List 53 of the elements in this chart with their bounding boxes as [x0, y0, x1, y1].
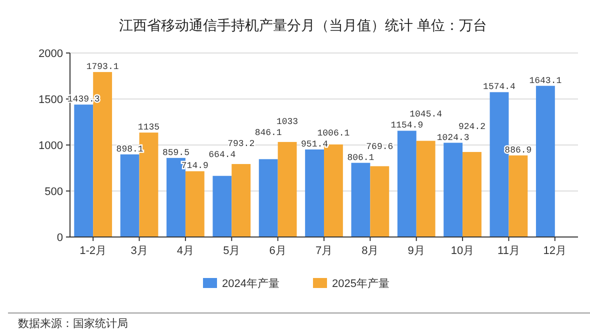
- y-tick-label: 0: [56, 232, 63, 244]
- x-tick-label: 1-2月: [80, 245, 107, 257]
- y-tick-label: 1000: [38, 140, 63, 152]
- bar: [444, 142, 463, 237]
- data-label: 793.2: [228, 139, 255, 150]
- chart-title: 江西省移动通信手持机产量分月（当月值）统计 单位：万台: [119, 17, 487, 33]
- data-label: 859.5: [162, 148, 190, 158]
- x-tick-label: 6月: [269, 245, 286, 257]
- data-label: 1006.1: [317, 128, 350, 138]
- data-label: 1024.3: [436, 132, 470, 143]
- y-tick-label: 1500: [38, 94, 63, 106]
- data-label: 1643.1: [529, 76, 562, 86]
- bar: [397, 130, 416, 237]
- x-tick-label: 5月: [223, 245, 240, 257]
- x-tick-label: 12月: [543, 245, 567, 257]
- data-label: 1574.4: [483, 82, 516, 92]
- x-tick-label: 10月: [450, 245, 474, 257]
- bar: [416, 140, 436, 237]
- data-label: 924.2: [458, 122, 486, 132]
- data-label: 1045.4: [410, 110, 442, 120]
- bar: [305, 149, 324, 237]
- data-label: 846.1: [254, 128, 282, 138]
- bar: [212, 176, 232, 237]
- bar: [370, 166, 390, 237]
- data-label: 951.4: [301, 139, 328, 150]
- data-label: 769.6: [366, 142, 394, 152]
- bar: [120, 154, 140, 237]
- legend-label: 2024年产量: [222, 276, 280, 290]
- data-label: 806.1: [347, 152, 374, 163]
- bar: [185, 171, 204, 237]
- bar: [351, 162, 370, 237]
- y-tick-label: 2000: [38, 48, 63, 60]
- data-label: 1154.9: [390, 120, 424, 131]
- bar: [74, 104, 94, 237]
- bar: [508, 155, 528, 237]
- bar: [536, 86, 555, 237]
- bar: [258, 159, 278, 237]
- x-tick-label: 9月: [408, 245, 425, 257]
- x-tick-label: 3月: [130, 245, 148, 257]
- x-tick-label: 4月: [176, 245, 194, 257]
- x-tick-label: 8月: [362, 245, 379, 257]
- legend-label: 2025年产量: [332, 276, 390, 290]
- data-label: 664.4: [208, 150, 236, 160]
- y-tick-label: 500: [44, 186, 63, 198]
- bar: [278, 142, 297, 237]
- bar: [462, 152, 482, 237]
- x-tick-label: 11月: [498, 245, 520, 257]
- source-note: 数据来源：国家统计局: [18, 317, 128, 330]
- data-label: 1135: [138, 122, 160, 133]
- bar: [232, 164, 251, 237]
- data-label: 1033: [276, 117, 298, 128]
- x-tick-label: 7月: [315, 245, 333, 257]
- data-label: 1793.1: [86, 62, 119, 72]
